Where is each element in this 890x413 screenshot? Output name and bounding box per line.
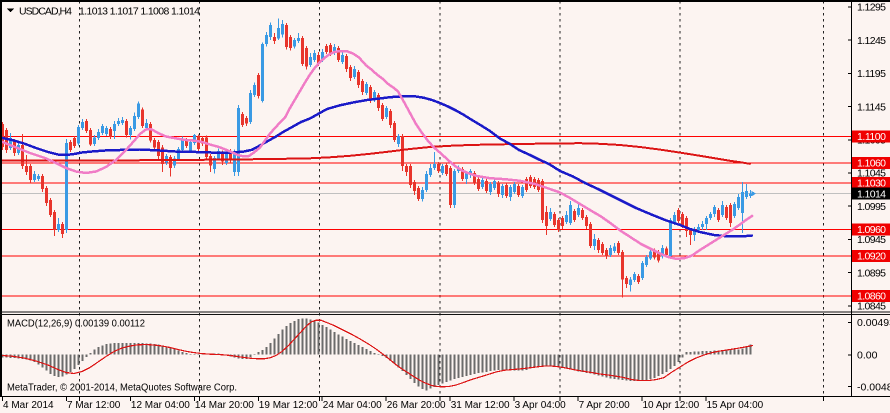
svg-text:7 Apr 20:00: 7 Apr 20:00	[579, 400, 631, 411]
svg-text:1.0845: 1.0845	[857, 301, 886, 313]
svg-text:1.1030: 1.1030	[857, 178, 886, 190]
svg-text:1.1060: 1.1060	[857, 158, 886, 170]
svg-text:1.0945: 1.0945	[857, 234, 886, 246]
svg-text:1.1295: 1.1295	[857, 2, 886, 14]
svg-text:1.1195: 1.1195	[857, 68, 886, 80]
svg-text:-0.00482: -0.00482	[857, 381, 890, 393]
svg-text:19 Mar 12:00: 19 Mar 12:00	[259, 400, 318, 411]
svg-text:26 Mar 20:00: 26 Mar 20:00	[387, 400, 446, 411]
svg-text:15 Apr 04:00: 15 Apr 04:00	[707, 400, 764, 411]
svg-text:1.0995: 1.0995	[857, 201, 886, 213]
svg-text:1.0920: 1.0920	[857, 251, 886, 263]
svg-text:10 Apr 12:00: 10 Apr 12:00	[643, 400, 700, 411]
svg-text:1.0895: 1.0895	[857, 267, 886, 279]
svg-text:14 Mar 20:00: 14 Mar 20:00	[195, 400, 254, 411]
svg-text:12 Mar 04:00: 12 Mar 04:00	[131, 400, 190, 411]
svg-text:MACD(12,26,9) 0.00139 0.00112: MACD(12,26,9) 0.00139 0.00112	[7, 319, 145, 330]
svg-text:1.0960: 1.0960	[857, 224, 886, 236]
svg-text:1.1145: 1.1145	[857, 101, 886, 113]
svg-text:USDCAD,H4: USDCAD,H4	[19, 6, 72, 18]
svg-text:1.1045: 1.1045	[857, 168, 886, 180]
svg-text:1.1100: 1.1100	[857, 131, 886, 143]
svg-text:0.00493: 0.00493	[857, 317, 890, 329]
svg-text:3 Apr 04:00: 3 Apr 04:00	[515, 400, 567, 411]
svg-text:7 Mar 12:00: 7 Mar 12:00	[67, 400, 121, 411]
svg-text:1.0860: 1.0860	[857, 291, 886, 303]
svg-text:1.1245: 1.1245	[857, 35, 886, 47]
svg-text:MetaTrader, © 2001-2014, MetaQ: MetaTrader, © 2001-2014, MetaQuotes Soft…	[7, 383, 237, 394]
svg-text:1.1014: 1.1014	[857, 188, 886, 200]
svg-text:24 Mar 04:00: 24 Mar 04:00	[323, 400, 382, 411]
svg-text:0.00: 0.00	[857, 350, 878, 362]
svg-text:4 Mar 2014: 4 Mar 2014	[3, 400, 54, 411]
svg-text:31 Mar 12:00: 31 Mar 12:00	[451, 400, 510, 411]
svg-text:1.1013 1.1017 1.1008 1.1014: 1.1013 1.1017 1.1008 1.1014	[79, 6, 200, 18]
